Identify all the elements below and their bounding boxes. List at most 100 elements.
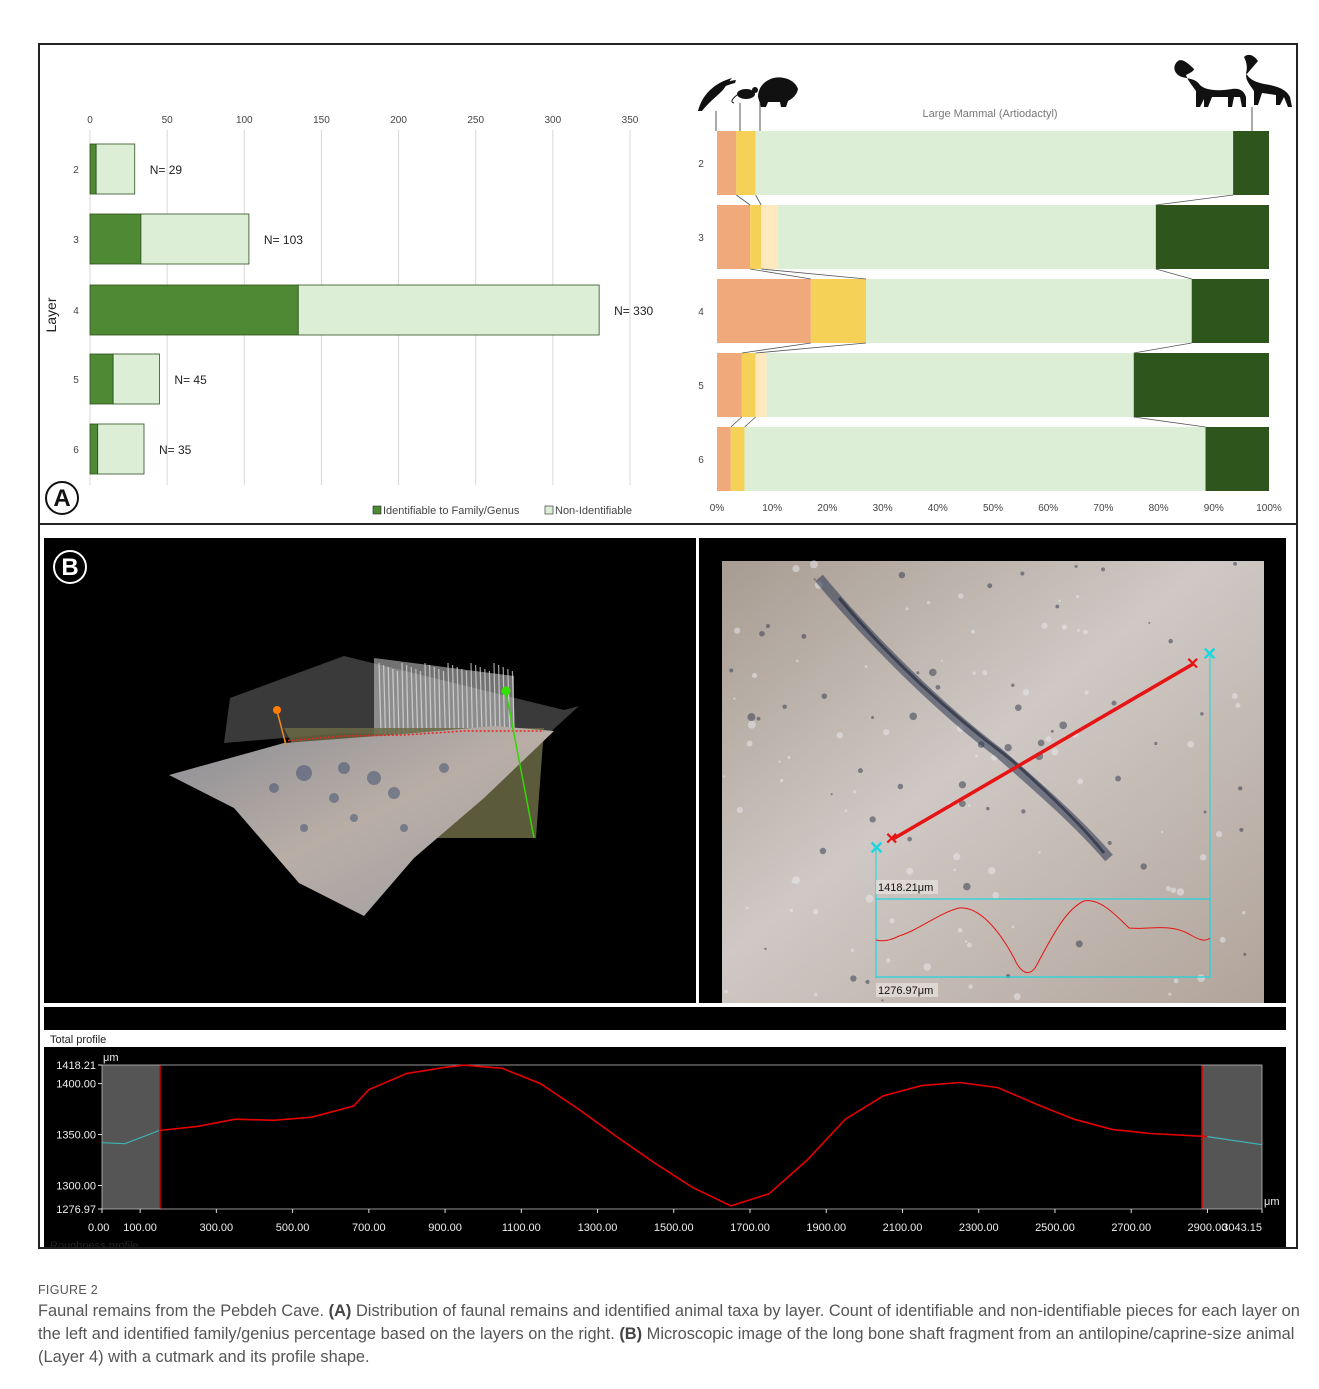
roughness-profile-label: Roughness profile — [50, 1240, 139, 1248]
micrograph-speckle — [1168, 992, 1172, 996]
panel-b-letter: B — [53, 550, 87, 584]
surface-speckle — [296, 765, 312, 781]
caption-b-tag: (B) — [619, 1325, 643, 1343]
profile-x-tick-label: 300.00 — [200, 1222, 234, 1234]
surface-speckle — [400, 824, 408, 832]
micrograph-speckle — [1037, 739, 1045, 747]
surface-3d-view — [44, 538, 696, 1003]
percent-chart-bars — [717, 131, 1269, 491]
count-total-label: N= 103 — [264, 233, 303, 247]
micrograph-speckle — [795, 659, 799, 663]
surface-speckle — [388, 787, 400, 799]
percent-bar-segment — [810, 279, 867, 343]
micrograph-speckle — [1045, 736, 1052, 742]
micrograph-speckle — [1115, 775, 1121, 782]
micrograph-speckle — [1238, 786, 1243, 791]
total-profile-label: Total profile — [50, 1034, 107, 1046]
micrograph-speckle — [886, 958, 891, 963]
micrograph-speckle — [889, 918, 895, 924]
percent-bar-segment — [730, 427, 745, 491]
figure-caption: FIGURE 2 Faunal remains from the Pebdeh … — [38, 1283, 1313, 1369]
percent-bar-segment — [866, 279, 1192, 343]
micrograph-speckle — [883, 729, 890, 736]
micrograph-speckle — [782, 704, 787, 709]
profile-y-tick-label: 1400.00 — [56, 1079, 96, 1091]
micrograph-speckle — [1076, 628, 1080, 633]
profile-x-tick-label: 1500.00 — [654, 1222, 694, 1234]
cyan-start-cross-icon: ✕ — [869, 838, 884, 858]
orange-marker — [273, 706, 281, 714]
micrograph-speckle — [986, 806, 990, 811]
micrograph-speckle — [792, 564, 800, 573]
micrograph-speckle — [778, 760, 781, 763]
percent-bar-segment — [744, 427, 1206, 491]
micrograph-speckle — [1059, 721, 1068, 730]
percent-bar-segment — [1205, 427, 1269, 491]
micrograph-speckle — [987, 867, 996, 875]
orange-marker-stem — [276, 710, 287, 746]
micrograph-speckle — [1148, 621, 1151, 624]
micrograph-speckle — [958, 781, 967, 789]
micrograph-speckle — [1170, 887, 1177, 894]
micrograph-speckle — [844, 809, 848, 813]
caption-line1: Faunal remains from the Pebdeh Cave. — [38, 1302, 325, 1320]
percent-bar-segment — [1155, 205, 1269, 269]
micrograph-speckle — [1107, 840, 1112, 846]
micrograph-speckle — [724, 989, 728, 994]
percent-link-line — [730, 416, 743, 428]
micrograph-speckle — [1077, 778, 1084, 785]
percent-chart-x-ticks: 0% 10% 20% 30% 40% 50% 60% 70% 80% 90% 100% — [710, 503, 1282, 514]
micrograph-speckle — [881, 999, 884, 1002]
surface-speckle — [269, 783, 279, 793]
percent-chart: Large Mammal (Artiodactyl) 2 3 4 5 6 0% 10% 20… — [698, 54, 1292, 514]
micrograph-speckle — [789, 908, 794, 913]
micrograph-speckle — [906, 867, 914, 875]
micrograph-speckle — [1058, 599, 1062, 603]
micrograph-speckle — [964, 940, 968, 943]
profile-y-ticks: 1418.21 1400.00 1350.00 1300.00 1276.97 — [56, 1060, 102, 1216]
surface-speckle — [367, 771, 381, 785]
micrograph-speckle — [764, 947, 767, 951]
micrograph-speckle — [747, 720, 756, 729]
profile-x-tick-label: 3043.15 — [1222, 1222, 1262, 1234]
count-x-tick-label: 100 — [236, 115, 253, 126]
percent-bar-segment — [736, 131, 756, 195]
micrograph-speckle — [864, 665, 868, 669]
percent-link-line — [755, 342, 867, 354]
micrograph-speckle — [972, 671, 976, 675]
micrograph-speckle — [819, 847, 827, 855]
count-chart-categories: 2 3 4 5 6 — [73, 165, 79, 456]
curtain-stripe — [447, 662, 451, 739]
count-total-label: N= 35 — [159, 443, 192, 457]
micrograph-speckle — [865, 894, 874, 903]
micrograph-speckle — [729, 668, 734, 673]
micrograph-speckle — [736, 806, 743, 814]
micrograph-speckle — [836, 732, 843, 739]
micrograph-speckle — [1020, 571, 1025, 576]
panel-a-letter: A — [45, 481, 79, 515]
curtain-stripe — [511, 670, 515, 739]
micrograph-speckle — [723, 775, 726, 778]
goat-silhouette-icon — [1244, 54, 1292, 107]
profile-x-tick-label: 2700.00 — [1111, 1222, 1151, 1234]
percent-bar-segment — [717, 279, 811, 343]
profile-x-tick-label: 2900.00 — [1188, 1222, 1228, 1234]
profile-max-label: 1418.21μm — [878, 882, 933, 894]
panel-divider — [38, 523, 1298, 525]
profile-x-tick-label: 900.00 — [428, 1222, 462, 1234]
count-category-label: 5 — [73, 375, 79, 386]
micrograph-speckle — [1187, 741, 1195, 748]
micrograph-speckle — [865, 979, 870, 984]
percent-x-tick-label: 0% — [710, 503, 725, 514]
micrograph-speckle — [813, 578, 816, 581]
caption-a-text: Distribution of faunal remains and ident… — [38, 1302, 1300, 1343]
micrograph-speckle — [935, 684, 941, 690]
count-x-tick-label: 50 — [162, 115, 174, 126]
percent-link-line — [750, 268, 811, 280]
micrograph-speckle — [957, 927, 963, 933]
percent-x-tick-label: 90% — [1204, 503, 1224, 514]
count-x-tick-label: 200 — [390, 115, 407, 126]
profile-y-tick-label: 1300.00 — [56, 1181, 96, 1193]
percent-chart-categories: 2 3 4 5 6 — [698, 159, 704, 466]
percent-category-label: 4 — [698, 307, 704, 318]
